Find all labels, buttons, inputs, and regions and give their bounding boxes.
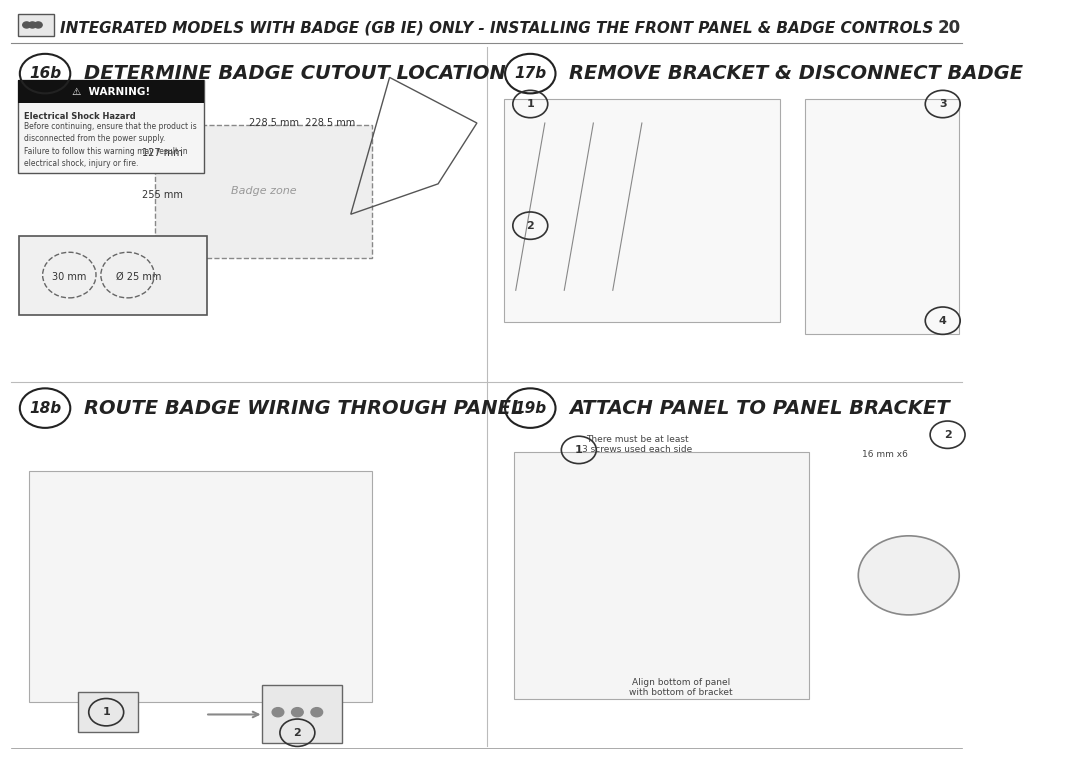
Text: 20: 20 bbox=[937, 19, 961, 37]
Text: INTEGRATED MODELS WITH BADGE (GB IE) ONLY - INSTALLING THE FRONT PANEL & BADGE C: INTEGRATED MODELS WITH BADGE (GB IE) ONL… bbox=[59, 21, 933, 36]
Text: 17b: 17b bbox=[514, 66, 546, 81]
Text: Badge zone: Badge zone bbox=[231, 186, 296, 196]
Text: disconnected from the power supply.: disconnected from the power supply. bbox=[24, 134, 165, 143]
FancyBboxPatch shape bbox=[78, 693, 138, 732]
Text: 2: 2 bbox=[944, 430, 951, 439]
Text: ATTACH PANEL TO PANEL BRACKET: ATTACH PANEL TO PANEL BRACKET bbox=[569, 398, 949, 417]
Text: 19b: 19b bbox=[514, 401, 546, 416]
FancyBboxPatch shape bbox=[504, 98, 780, 322]
Text: There must be at least
3 screws used each side: There must be at least 3 screws used eac… bbox=[582, 435, 692, 454]
Text: 3: 3 bbox=[939, 99, 946, 109]
Text: ⚠  WARNING!: ⚠ WARNING! bbox=[72, 87, 150, 97]
FancyBboxPatch shape bbox=[154, 125, 373, 258]
FancyBboxPatch shape bbox=[18, 236, 207, 314]
FancyBboxPatch shape bbox=[514, 452, 809, 698]
Circle shape bbox=[311, 707, 323, 716]
Text: ROUTE BADGE WIRING THROUGH PANEL: ROUTE BADGE WIRING THROUGH PANEL bbox=[84, 398, 523, 417]
Text: 16b: 16b bbox=[29, 66, 62, 81]
Text: 228.5 mm  228.5 mm: 228.5 mm 228.5 mm bbox=[248, 118, 355, 128]
Circle shape bbox=[859, 536, 959, 615]
Text: 255 mm: 255 mm bbox=[143, 190, 183, 200]
Text: Align bottom of panel
with bottom of bracket: Align bottom of panel with bottom of bra… bbox=[629, 678, 732, 697]
Circle shape bbox=[35, 22, 42, 28]
Text: REMOVE BRACKET & DISCONNECT BADGE: REMOVE BRACKET & DISCONNECT BADGE bbox=[569, 64, 1023, 83]
FancyBboxPatch shape bbox=[262, 685, 342, 743]
Text: 1: 1 bbox=[526, 99, 535, 109]
FancyBboxPatch shape bbox=[28, 472, 373, 702]
Text: 30 mm: 30 mm bbox=[52, 272, 86, 282]
FancyBboxPatch shape bbox=[805, 98, 959, 333]
Text: 18b: 18b bbox=[29, 401, 62, 416]
Circle shape bbox=[23, 22, 30, 28]
Text: 2: 2 bbox=[294, 728, 301, 738]
Circle shape bbox=[28, 22, 37, 28]
Text: 1: 1 bbox=[103, 707, 110, 717]
Text: 16 mm x6: 16 mm x6 bbox=[862, 450, 907, 459]
Text: Before continuing, ensure that the product is: Before continuing, ensure that the produ… bbox=[24, 122, 197, 131]
FancyBboxPatch shape bbox=[18, 14, 54, 37]
Text: Ø 25 mm: Ø 25 mm bbox=[116, 272, 161, 282]
FancyBboxPatch shape bbox=[18, 80, 204, 173]
Text: Electrical Shock Hazard: Electrical Shock Hazard bbox=[24, 111, 135, 121]
Text: 127 mm: 127 mm bbox=[143, 149, 183, 159]
Text: 4: 4 bbox=[939, 316, 947, 326]
FancyBboxPatch shape bbox=[18, 80, 204, 103]
Text: 2: 2 bbox=[526, 221, 535, 230]
Circle shape bbox=[292, 707, 303, 716]
Text: Failure to follow this warning may result in: Failure to follow this warning may resul… bbox=[24, 146, 187, 156]
Text: DETERMINE BADGE CUTOUT LOCATION: DETERMINE BADGE CUTOUT LOCATION bbox=[84, 64, 505, 83]
Text: 1: 1 bbox=[575, 445, 583, 455]
Text: electrical shock, injury or fire.: electrical shock, injury or fire. bbox=[24, 159, 138, 168]
Circle shape bbox=[272, 707, 284, 716]
